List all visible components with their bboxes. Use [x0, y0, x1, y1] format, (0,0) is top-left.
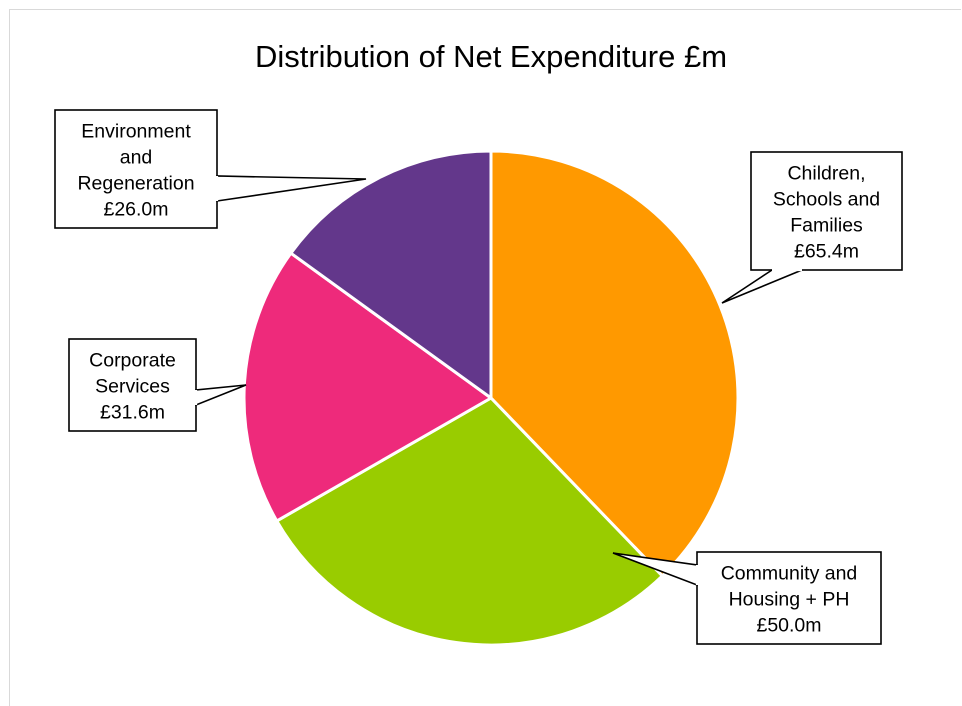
- data-label-value: £31.6m: [100, 401, 165, 423]
- callout-pointer: [721, 269, 803, 304]
- data-label-category: Services: [95, 375, 170, 397]
- data-label-category: Families: [790, 214, 863, 236]
- pie-slice-environment-and-regeneration: [289, 149, 493, 400]
- data-label-category: Regeneration: [77, 172, 194, 194]
- data-label-category: Environment: [81, 120, 191, 142]
- data-label-category: Schools and: [773, 188, 880, 210]
- data-label-category: Children,: [787, 162, 865, 184]
- pie-slices: [242, 149, 740, 647]
- data-label-value: £26.0m: [103, 198, 168, 220]
- callout-box: [54, 109, 218, 229]
- data-label-category: Housing + PH: [729, 588, 850, 610]
- callout-pointer: [216, 175, 367, 202]
- data-label-category: and: [120, 146, 153, 168]
- callout-children-schools-and-families: Children, Schools and Families £65.4m: [721, 151, 903, 304]
- callout-box: [696, 551, 882, 645]
- callout-box: [68, 338, 197, 432]
- chart-title: Distribution of Net Expenditure £m: [255, 39, 727, 74]
- pie-slice-children-schools-and-families: [489, 149, 740, 578]
- data-label-category: Community and: [721, 562, 858, 584]
- data-label-value: £65.4m: [794, 240, 859, 262]
- callout-box: [750, 151, 903, 271]
- callout-pointer: [195, 384, 247, 407]
- pie-slice-community-and-housing-ph: [275, 396, 664, 647]
- callout-environment-and-regeneration: Environment and Regeneration £26.0m: [54, 109, 367, 229]
- callout-community-and-housing-ph: Community and Housing + PH £50.0m: [612, 551, 882, 645]
- data-label-category: Corporate: [89, 349, 176, 371]
- callout-corporate-services: Corporate Services £31.6m: [68, 338, 247, 432]
- data-callouts: Children, Schools and Families £65.4m Commun…: [54, 109, 903, 645]
- data-label-value: £50.0m: [756, 614, 821, 636]
